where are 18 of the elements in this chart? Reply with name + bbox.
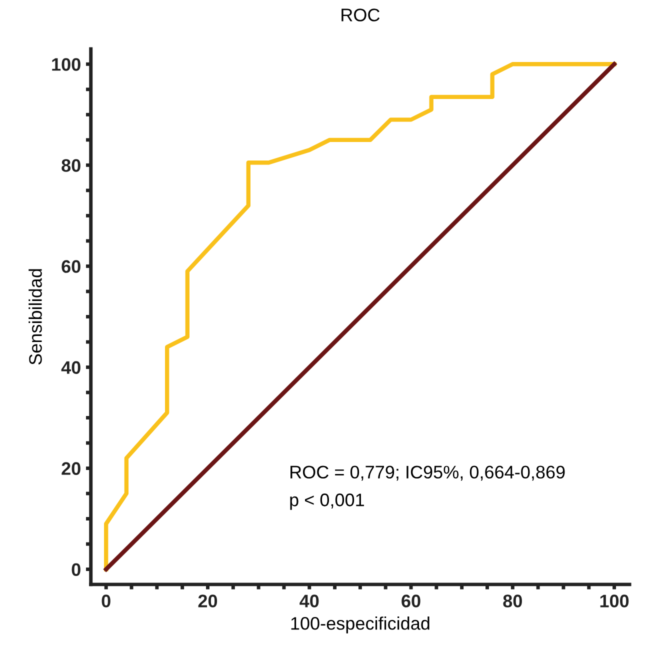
annotation: ROC = 0,779; IC95%, 0,664-0,869 bbox=[290, 466, 565, 481]
x-tick-label: 0 bbox=[102, 594, 110, 608]
y-tick-label: 60 bbox=[62, 260, 80, 273]
y-tick-label: 20 bbox=[62, 462, 80, 475]
x-tick-label: 40 bbox=[300, 594, 319, 608]
x-tick-label: 20 bbox=[198, 594, 218, 608]
y-tick-label: 40 bbox=[61, 361, 80, 374]
annotation: p < 0,001 bbox=[290, 494, 364, 510]
x-tick-label: 100 bbox=[600, 594, 629, 608]
y-tick-label: 80 bbox=[62, 159, 80, 172]
x-tick-label: 60 bbox=[402, 594, 420, 608]
y-axis-title: Sensibilidad bbox=[28, 269, 42, 365]
y-tick-label: 100 bbox=[52, 58, 80, 71]
x-tick-label: 80 bbox=[503, 594, 522, 608]
line-series bbox=[104, 62, 616, 572]
y-tick-label: 0 bbox=[72, 563, 80, 576]
chart-title: ROC bbox=[342, 8, 380, 22]
x-axis-title: 100-especificidad bbox=[291, 616, 430, 634]
